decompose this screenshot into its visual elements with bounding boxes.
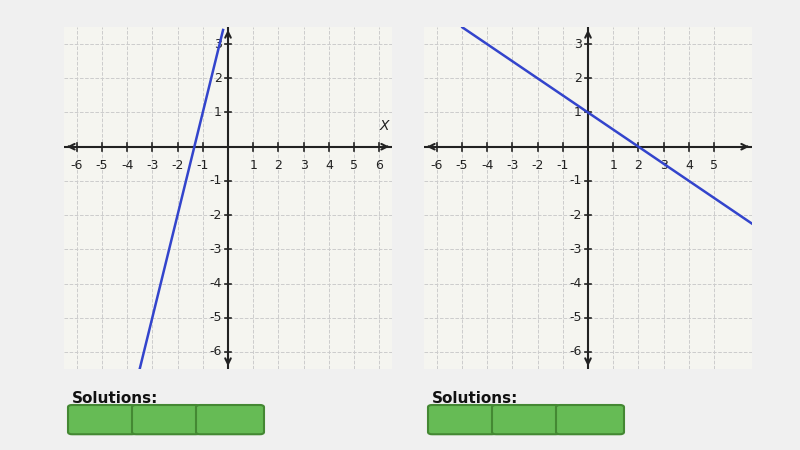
Text: -3: -3 — [506, 159, 518, 171]
Text: 5: 5 — [350, 159, 358, 171]
Text: 3: 3 — [214, 38, 222, 50]
Text: -6: -6 — [570, 346, 582, 358]
Text: -1: -1 — [557, 159, 569, 171]
Text: Solutions:: Solutions: — [432, 391, 518, 406]
Text: Solutions:: Solutions: — [72, 391, 158, 406]
Text: -5: -5 — [95, 159, 108, 171]
Text: -6: -6 — [210, 346, 222, 358]
Text: 3: 3 — [574, 38, 582, 50]
Text: -1: -1 — [197, 159, 209, 171]
Text: -2: -2 — [531, 159, 544, 171]
Text: -4: -4 — [570, 277, 582, 290]
Text: -6: -6 — [430, 159, 443, 171]
Text: -5: -5 — [569, 311, 582, 324]
Text: (-2,2): (-2,2) — [443, 413, 481, 427]
Text: 2: 2 — [274, 159, 282, 171]
Text: 2: 2 — [574, 72, 582, 85]
Text: -3: -3 — [146, 159, 158, 171]
Text: 5: 5 — [710, 159, 718, 171]
Text: X: X — [380, 119, 390, 133]
Text: (0,4): (0,4) — [86, 413, 118, 427]
Text: -4: -4 — [481, 159, 494, 171]
Text: (0,1): (0,1) — [574, 413, 606, 427]
Text: (-2,-2): (-2,-2) — [145, 413, 187, 427]
Text: (4,-1): (4,-1) — [507, 413, 545, 427]
Text: 3: 3 — [660, 159, 668, 171]
Text: 4: 4 — [325, 159, 333, 171]
Text: -5: -5 — [209, 311, 222, 324]
Text: 4: 4 — [685, 159, 693, 171]
Text: 1: 1 — [610, 159, 617, 171]
Text: -2: -2 — [171, 159, 184, 171]
Text: -3: -3 — [210, 243, 222, 256]
Text: -4: -4 — [121, 159, 134, 171]
Text: 2: 2 — [214, 72, 222, 85]
Text: -5: -5 — [455, 159, 468, 171]
Text: 6: 6 — [375, 159, 383, 171]
Text: 1: 1 — [214, 106, 222, 119]
Text: -6: -6 — [70, 159, 83, 171]
Text: 3: 3 — [300, 159, 308, 171]
Text: 1: 1 — [250, 159, 257, 171]
Text: -2: -2 — [210, 209, 222, 221]
Text: -2: -2 — [570, 209, 582, 221]
Text: (-1,1): (-1,1) — [211, 413, 249, 427]
Text: -3: -3 — [570, 243, 582, 256]
Text: -1: -1 — [570, 175, 582, 187]
Text: -1: -1 — [210, 175, 222, 187]
Text: -4: -4 — [210, 277, 222, 290]
Text: 1: 1 — [574, 106, 582, 119]
Text: 2: 2 — [634, 159, 642, 171]
